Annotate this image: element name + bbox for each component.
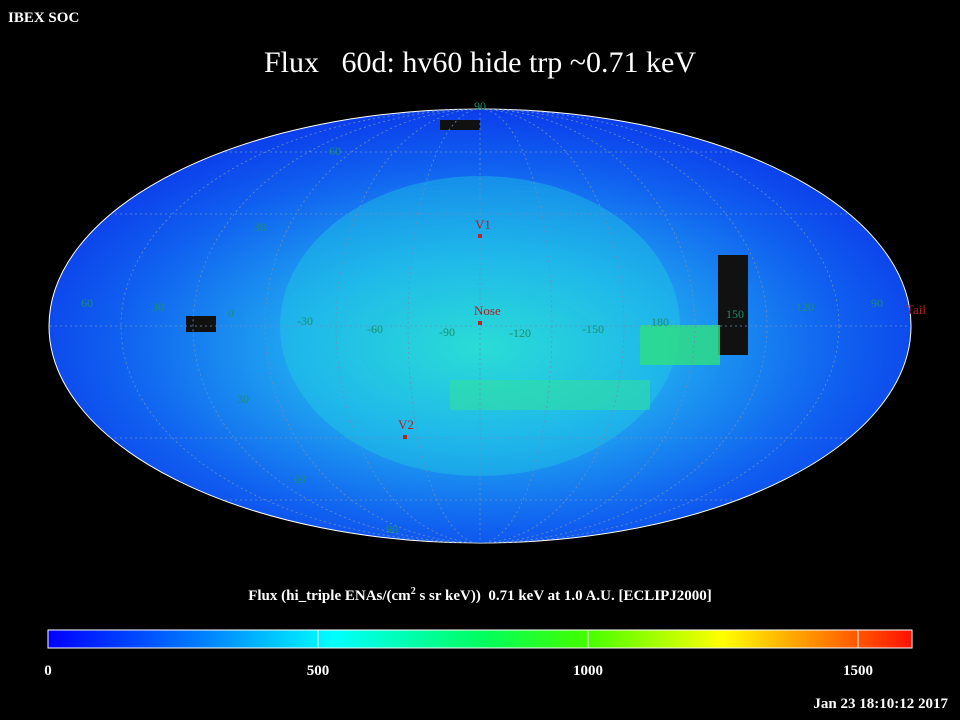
marker-label: V1 [475,217,491,232]
grid-label: -90 [439,325,455,339]
grid-label: 180 [651,315,669,329]
grid-label: 150 [726,307,744,321]
org-label: IBEX SOC [8,10,79,26]
label-part: Flux (hi_triple ENAs/(cm [248,588,411,604]
grid-label: 120 [796,300,814,314]
colorbar-tick-label: 1000 [573,663,603,679]
grid-label: 60 [329,144,341,158]
grid-label: -150 [582,322,604,336]
grid-label: -120 [509,326,531,340]
label-superscript: 2 [411,586,416,597]
grid-label: 30 [237,392,249,406]
colorbar-tick-label: 500 [307,663,330,679]
grid-label: 90 [871,296,883,310]
grid-label: 30 [254,220,266,234]
timestamp: Jan 23 18:10:12 2017 [813,696,948,712]
grid-label: 60 [294,472,306,486]
label-part: s sr keV)) 0.71 keV at 1.0 A.U. [ECLIPJ2… [416,588,712,604]
marker-label: V2 [398,417,414,432]
sky-map [48,108,912,544]
grid-label: 0 [228,306,234,320]
grid-label: -30 [297,314,313,328]
grid-label: 60 [81,296,93,310]
marker-label: Tail [906,302,926,317]
colorbar [47,629,913,649]
colorbar-ticks: 0 500 1000 1500 [44,630,873,679]
colorbar-tick-label: 0 [44,663,52,679]
colorbar-label: Flux (hi_triple ENAs/(cm2 s sr keV)) 0.7… [248,586,712,604]
grid-label: 30 [152,300,164,314]
title: Flux 60d: hv60 hide trp ~0.71 keV [264,46,696,79]
grid-label: -60 [367,322,383,336]
grid-label: 90 [474,99,486,113]
map-labels: 90 60 30 60 30 0 -30 -60 -90 -120 -150 180 150 120 90 3… [81,99,926,536]
marker-label: Nose [474,303,501,318]
grid-label: 90 [386,522,398,536]
colorbar-tick-label: 1500 [843,663,873,679]
